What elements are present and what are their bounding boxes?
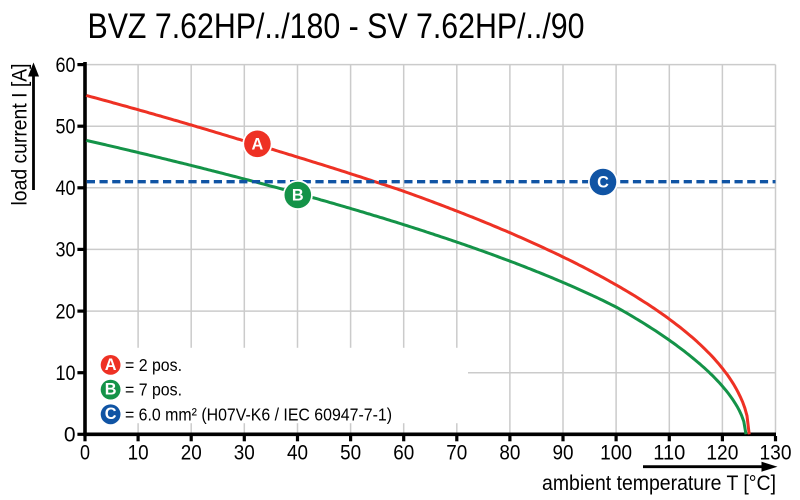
svg-text:BVZ 7.62HP/../180 - SV 7.62HP/: BVZ 7.62HP/../180 - SV 7.62HP/../90 xyxy=(88,6,585,46)
svg-text:10: 10 xyxy=(128,441,149,464)
svg-text:A: A xyxy=(105,356,117,374)
svg-text:80: 80 xyxy=(499,441,520,464)
svg-text:50: 50 xyxy=(56,116,76,139)
svg-text:load current I [A]: load current I [A] xyxy=(9,64,32,206)
svg-text:10: 10 xyxy=(56,362,76,385)
svg-text:= 2 pos.: = 2 pos. xyxy=(125,355,182,375)
svg-text:20: 20 xyxy=(56,300,76,323)
svg-text:30: 30 xyxy=(234,441,255,464)
svg-text:90: 90 xyxy=(553,441,574,464)
svg-text:= 6.0 mm² (H07V-K6 / IEC 60947: = 6.0 mm² (H07V-K6 / IEC 60947-7-1) xyxy=(125,404,392,424)
svg-text:A: A xyxy=(252,136,264,154)
svg-text:0: 0 xyxy=(80,441,90,464)
svg-text:40: 40 xyxy=(287,441,308,464)
svg-text:30: 30 xyxy=(56,239,76,262)
svg-text:120: 120 xyxy=(706,441,738,464)
svg-text:130: 130 xyxy=(760,441,792,464)
svg-text:60: 60 xyxy=(56,54,76,77)
svg-text:0: 0 xyxy=(64,424,76,447)
svg-text:110: 110 xyxy=(653,441,685,464)
svg-text:50: 50 xyxy=(340,441,361,464)
svg-text:C: C xyxy=(597,174,609,192)
svg-text:B: B xyxy=(105,381,117,399)
svg-text:ambient temperature T [°C]: ambient temperature T [°C] xyxy=(542,472,776,495)
svg-text:60: 60 xyxy=(393,441,414,464)
svg-text:70: 70 xyxy=(446,441,467,464)
svg-text:100: 100 xyxy=(600,441,632,464)
svg-text:40: 40 xyxy=(56,177,76,200)
svg-text:C: C xyxy=(105,405,117,423)
svg-text:B: B xyxy=(292,187,304,205)
svg-text:20: 20 xyxy=(181,441,202,464)
svg-text:= 7 pos.: = 7 pos. xyxy=(125,380,182,400)
